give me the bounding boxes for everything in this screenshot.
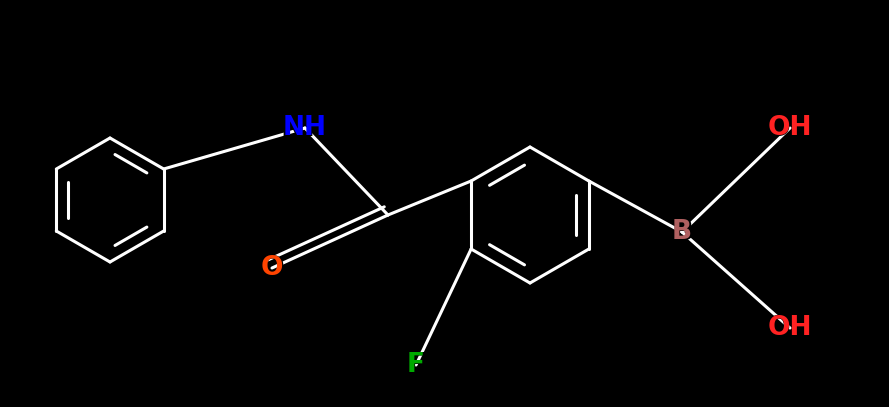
Text: F: F bbox=[407, 352, 425, 378]
Text: OH: OH bbox=[765, 114, 814, 142]
Text: NH: NH bbox=[283, 115, 327, 141]
Text: OH: OH bbox=[768, 315, 813, 341]
Text: B: B bbox=[672, 219, 692, 245]
Text: OH: OH bbox=[768, 115, 813, 141]
Text: NH: NH bbox=[281, 114, 329, 142]
Text: O: O bbox=[260, 254, 284, 282]
Text: F: F bbox=[406, 351, 426, 379]
Text: OH: OH bbox=[765, 314, 814, 342]
Text: O: O bbox=[260, 255, 284, 281]
Text: B: B bbox=[671, 218, 693, 246]
